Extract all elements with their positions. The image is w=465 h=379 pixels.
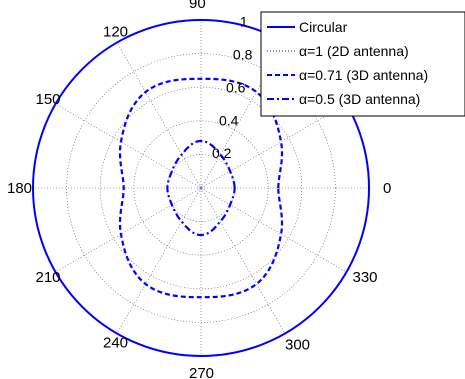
radial-tick-label: 0.8 [233,47,253,63]
grid-ring [66,53,336,323]
grid-spoke [200,42,286,189]
angle-tick-label: 120 [103,24,128,41]
angle-tick-label: 210 [36,269,61,286]
angle-tick-label: 90 [189,0,206,12]
series-line [32,19,370,357]
angle-tick-label: 0 [383,180,391,197]
angle-tick-label: 180 [7,180,32,197]
radial-tick-label: 1 [240,14,248,30]
grid-spoke [116,42,202,189]
series-line [166,139,236,237]
series-line [199,186,203,190]
grid-spoke [200,103,347,189]
legend-label: α=0.71 (3D antenna) [299,67,428,83]
legend-box [260,11,465,117]
grid-spoke [200,187,347,273]
legend-label: α=1 (2D antenna) [299,43,409,59]
legend: Circular α=1 (2D antenna) α=0.71 (3D anten… [260,11,465,117]
grid-spoke [55,187,202,273]
radial-tick-label: 0.6 [226,79,246,95]
polar-grid [33,20,369,356]
angle-tick-label: 330 [353,269,378,286]
tick-labels: 0 90 120 150 180 210 240 270 300 330 0.2 0.4 0.6 0.8 1 [7,0,391,379]
grid-ring [99,86,303,290]
series-layer [32,19,370,357]
series-line [118,77,284,299]
grid-spoke [116,187,202,334]
angle-tick-label: 150 [36,91,61,108]
grid-spoke [55,103,202,189]
angle-tick-label: 300 [285,337,310,354]
radial-tick-label: 0.2 [212,145,232,161]
grid-ring [133,120,269,256]
grid-spoke [200,187,286,334]
angle-tick-label: 240 [103,335,128,352]
legend-label: α=0.5 (3D antenna) [299,91,420,107]
angle-tick-label: 270 [189,365,214,379]
radial-tick-label: 0.4 [219,112,239,128]
legend-label: Circular [299,19,348,35]
